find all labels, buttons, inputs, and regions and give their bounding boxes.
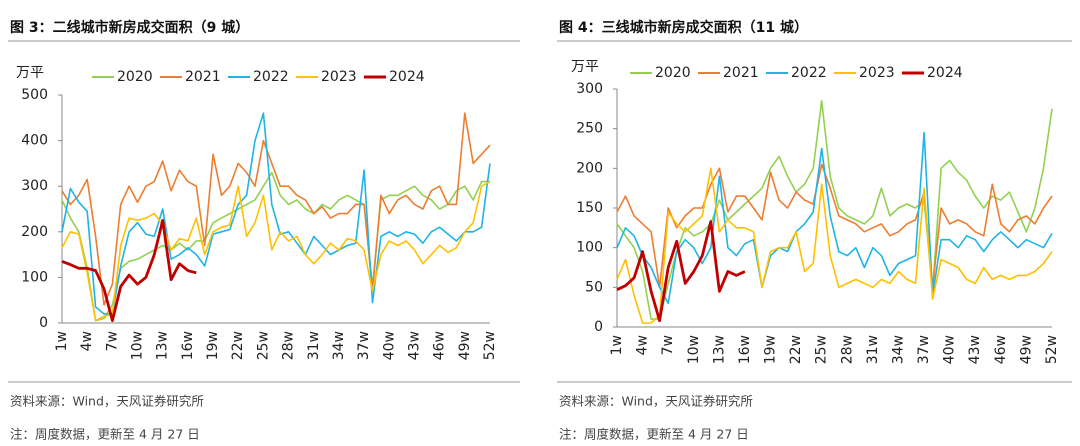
x-tick-label: 19w: [205, 331, 221, 360]
series-line: [61, 171, 490, 322]
legend-label: 2023: [859, 65, 895, 81]
series-line: [616, 167, 1053, 324]
series-line: [61, 112, 491, 306]
y-tick-label: 400: [21, 133, 48, 149]
y-tick-label: 0: [39, 315, 48, 331]
series-line: [616, 163, 1053, 289]
x-tick-label: 16w: [180, 331, 196, 360]
x-tick-label: 37w: [356, 331, 372, 360]
y-tick-label: 200: [21, 224, 48, 240]
series-line: [616, 131, 1053, 304]
x-tick-label: 49w: [457, 331, 473, 360]
x-tick-label: 40w: [381, 331, 397, 360]
series-line: [61, 219, 197, 323]
x-tick-label: 19w: [763, 335, 779, 364]
x-tick-label: 46w: [432, 331, 448, 360]
y-tick-label: 50: [585, 279, 603, 295]
x-tick-label: 22w: [230, 331, 246, 360]
x-tick-label: 40w: [942, 335, 958, 364]
y-tick-label: 200: [576, 160, 603, 176]
legend-label: 2021: [185, 69, 221, 85]
chart-title: 图 4：三线城市新房成交面积（11 城）: [559, 19, 808, 36]
x-tick-label: 1w: [609, 335, 625, 355]
legend-label: 2024: [389, 69, 425, 85]
y-axis-label: 万平: [571, 59, 599, 75]
y-axis-label: 万平: [16, 65, 44, 81]
note: 注：周度数据，更新至 4 月 27 日: [559, 427, 749, 442]
y-tick-label: 500: [21, 87, 48, 103]
x-tick-label: 10w: [130, 331, 146, 360]
x-tick-label: 52w: [1044, 335, 1060, 364]
x-tick-label: 13w: [711, 335, 727, 364]
y-tick-label: 300: [576, 81, 603, 97]
legend-label: 2022: [791, 65, 827, 81]
x-tick-label: 4w: [635, 335, 651, 355]
x-tick-label: 43w: [406, 331, 422, 360]
chart-title: 图 3：二线城市新房成交面积（9 城）: [10, 19, 249, 36]
x-tick-label: 37w: [916, 335, 932, 364]
series-line: [616, 220, 746, 323]
x-tick-label: 31w: [306, 331, 322, 360]
legend-label: 2024: [927, 65, 963, 81]
x-tick-label: 46w: [993, 335, 1009, 364]
x-tick-label: 7w: [104, 331, 120, 351]
y-tick-label: 300: [21, 178, 48, 194]
x-tick-label: 25w: [814, 335, 830, 364]
x-tick-label: 28w: [281, 331, 297, 360]
y-tick-label: 250: [576, 121, 603, 137]
y-tick-label: 100: [21, 269, 48, 285]
legend-label: 2021: [723, 65, 759, 81]
x-tick-label: 13w: [155, 331, 171, 360]
x-tick-label: 7w: [660, 335, 676, 355]
x-tick-label: 16w: [737, 335, 753, 364]
source: 资料来源：Wind，天风证券研究所: [10, 394, 204, 409]
x-tick-label: 28w: [839, 335, 855, 364]
x-tick-label: 31w: [865, 335, 881, 364]
series-line: [616, 100, 1053, 320]
legend-label: 2020: [655, 65, 691, 81]
x-tick-label: 49w: [1018, 335, 1034, 364]
y-tick-label: 100: [576, 240, 603, 256]
series-line: [61, 180, 491, 322]
y-tick-label: 0: [594, 319, 603, 335]
x-tick-label: 10w: [686, 335, 702, 364]
series-line: [61, 112, 491, 315]
x-tick-label: 22w: [788, 335, 804, 364]
legend-label: 2023: [321, 69, 357, 85]
x-tick-label: 34w: [890, 335, 906, 364]
x-tick-label: 1w: [54, 331, 70, 351]
legend-label: 2020: [117, 69, 153, 85]
x-tick-label: 25w: [255, 331, 271, 360]
x-tick-label: 43w: [967, 335, 983, 364]
source: 资料来源：Wind，天风证券研究所: [559, 394, 753, 409]
y-tick-label: 150: [576, 200, 603, 216]
legend-label: 2022: [253, 69, 289, 85]
x-tick-label: 4w: [79, 331, 95, 351]
x-tick-label: 34w: [331, 331, 347, 360]
x-tick-label: 52w: [482, 331, 498, 360]
note: 注：周度数据，更新至 4 月 27 日: [10, 427, 200, 442]
